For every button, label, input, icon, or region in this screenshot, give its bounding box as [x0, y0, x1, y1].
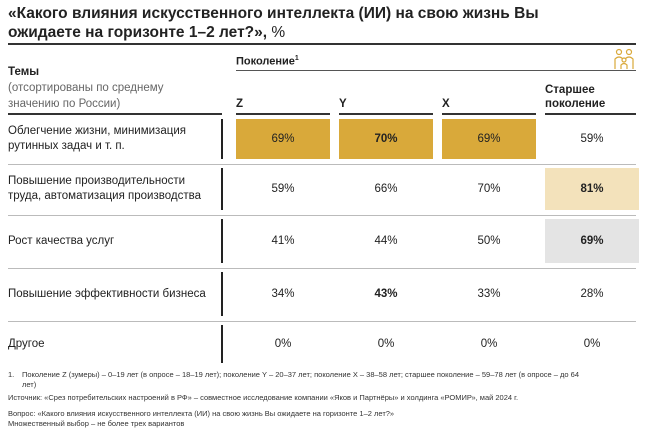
row-divider — [8, 164, 636, 165]
table-cell: 43% — [374, 288, 398, 300]
topics-header: Темы — [8, 66, 40, 78]
row-divider — [8, 215, 636, 216]
table-cell: 69% — [545, 219, 639, 263]
table-row-topic: Рост качества услуг — [8, 234, 115, 247]
footnote-text: Поколение Z (зумеры) – 0–19 лет (в опрос… — [22, 370, 580, 389]
table-cell: 70% — [477, 183, 501, 195]
row-marker — [221, 219, 223, 263]
family-icon — [614, 48, 634, 69]
table-cell: 0% — [583, 338, 601, 350]
table-cell: 28% — [580, 288, 604, 300]
topics-note: (отсортированы по среднему значению по Р… — [8, 82, 164, 110]
row-marker — [221, 325, 223, 363]
table-cell: 50% — [477, 235, 501, 247]
table-row-topic: Повышение производительности труда, авто… — [8, 175, 201, 202]
question-note: Вопрос: «Какого влияния искусственного и… — [8, 409, 395, 418]
table-cell: 44% — [374, 235, 398, 247]
column-underline — [545, 113, 636, 115]
row-divider — [8, 268, 636, 269]
chart-title: «Какого влияния искусственного интеллект… — [8, 4, 608, 42]
topics-underline — [8, 113, 222, 115]
footnote-number: 1. — [8, 370, 15, 379]
table-cell: 33% — [477, 288, 501, 300]
table-row-topic: Повышение эффективности бизнеса — [8, 287, 206, 300]
column-header: Старшее поколение — [545, 84, 606, 110]
table-cell: 41% — [271, 235, 295, 247]
title-divider — [8, 43, 636, 45]
table-cell: 0% — [377, 338, 395, 350]
row-divider — [8, 321, 636, 322]
table-cell: 69% — [236, 119, 330, 159]
table-cell: 70% — [339, 119, 433, 159]
generation-footnote-mark: 1 — [294, 55, 299, 62]
generation-header: Поколение1 — [236, 55, 299, 68]
table-cell: 0% — [274, 338, 292, 350]
column-header: Y — [339, 98, 347, 110]
table-cell: 81% — [545, 168, 639, 210]
row-marker — [221, 272, 223, 316]
source-note: Источник: «Срез потребительских настроен… — [8, 393, 519, 402]
table-cell: 34% — [271, 288, 295, 300]
generation-label: Поколение — [236, 55, 295, 68]
table-cell: 59% — [271, 183, 295, 195]
title-text: «Какого влияния искусственного интеллект… — [8, 5, 539, 41]
title-unit: % — [271, 24, 286, 41]
column-underline — [442, 113, 536, 115]
table-cell: 69% — [442, 119, 536, 159]
column-header: Z — [236, 98, 244, 110]
table-cell: 0% — [480, 338, 498, 350]
row-marker — [221, 119, 223, 159]
column-underline — [236, 113, 330, 115]
column-underline — [339, 113, 433, 115]
table-cell: 66% — [374, 183, 398, 195]
column-header: X — [442, 98, 450, 110]
table-cell: 59% — [580, 133, 604, 145]
row-marker — [221, 168, 223, 210]
table-row-topic: Другое — [8, 337, 45, 350]
generation-divider — [236, 70, 636, 71]
table-row-topic: Облегчение жизни, минимизация рутинных з… — [8, 125, 186, 152]
multiple-choice-note: Множественный выбор – не более трех вари… — [8, 419, 185, 428]
